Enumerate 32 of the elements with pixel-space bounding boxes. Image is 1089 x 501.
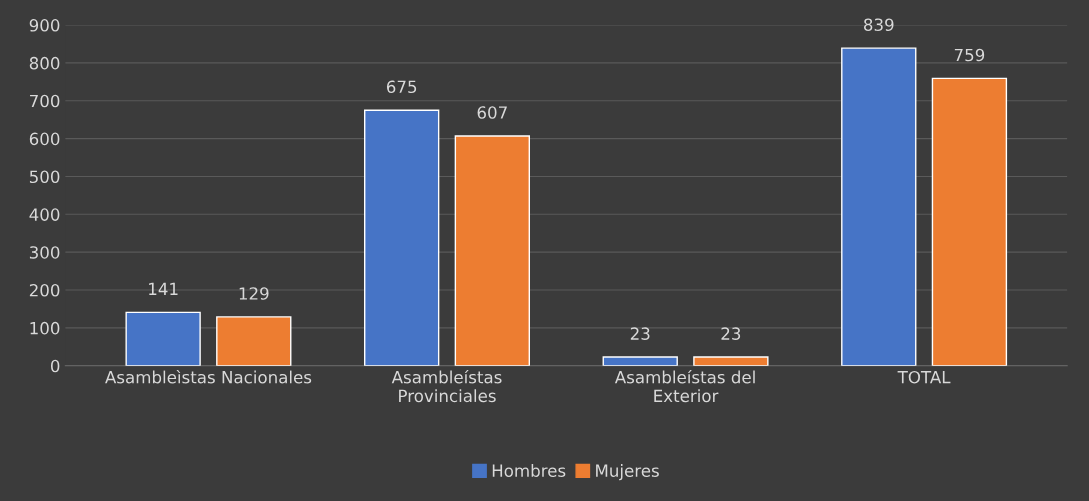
bar [364,109,440,366]
data-label: 675 [386,80,417,94]
bar [841,47,917,366]
legend-label: Hombres [492,464,566,477]
bar [216,316,292,366]
y-tick-label: 300 [29,246,60,259]
x-tick-label: Asambleístas del Exterior [614,369,755,403]
y-tick-label: 900 [29,19,60,32]
legend-label: Mujeres [596,464,659,481]
y-tick-label: 400 [29,208,60,221]
y-tick-label: 600 [29,132,60,146]
y-tick-label: 100 [30,321,60,335]
x-tick-label: Asambleístas Provinciales [391,369,502,403]
bar [693,356,769,366]
data-label: 141 [149,282,178,295]
y-tick-label: 700 [30,94,60,108]
y-tick-label: 200 [29,283,60,297]
y-tick-label: 0 [50,359,60,373]
y-tick-label: 800 [29,56,60,70]
bar [931,77,1008,366]
data-label: 759 [954,48,985,62]
x-tick-label: TOTAL [897,370,951,384]
data-label: 23 [721,327,741,340]
y-tick-label: 500 [29,170,60,184]
data-label: 23 [630,327,650,340]
bar [125,311,201,366]
bar [602,356,678,366]
bar [454,135,531,366]
data-label: 839 [863,18,894,32]
data-label: 129 [239,287,269,300]
x-tick-label: Asambleìstas Nacionales [105,369,312,384]
data-label: 607 [477,106,507,119]
